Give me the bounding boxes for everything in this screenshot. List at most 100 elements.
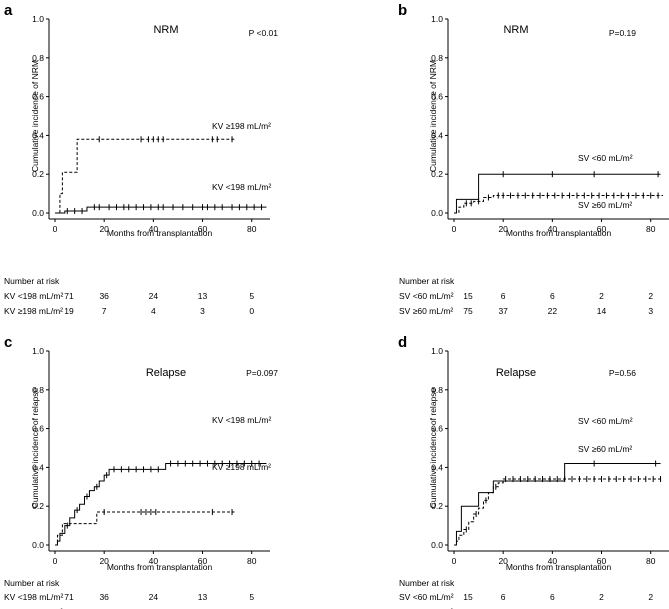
y-tick-label: 1.0 <box>431 346 443 356</box>
x-tick-label: 0 <box>53 224 58 234</box>
risk-value: 2 <box>648 592 653 602</box>
y-axis-label: Cumulative incidence of NRM <box>428 60 438 172</box>
risk-value: 2 <box>599 592 604 602</box>
series-line-2 <box>454 478 663 546</box>
x-tick-label: 40 <box>548 556 558 566</box>
series-line-1 <box>55 138 235 214</box>
risk-value: 4 <box>151 306 156 316</box>
y-tick-label: 0.6 <box>431 424 443 434</box>
y-tick-label: 0.2 <box>431 169 443 179</box>
risk-value: 6 <box>501 291 506 301</box>
risk-value: 36 <box>99 291 109 301</box>
panel-letter: a <box>4 2 13 19</box>
x-tick-label: 60 <box>597 224 607 234</box>
risk-value: 24 <box>149 291 159 301</box>
x-tick-label: 40 <box>149 224 159 234</box>
risk-value: 22 <box>548 607 558 609</box>
risk-value: 3 <box>648 306 653 316</box>
risk-table-header: Number at risk <box>4 276 60 286</box>
risk-value: 4 <box>151 607 156 609</box>
series-label-1: KV <198 mL/m² <box>212 415 271 425</box>
risk-value: 7 <box>102 306 107 316</box>
risk-value: 37 <box>498 607 508 609</box>
y-tick-label: 0.8 <box>431 385 443 395</box>
series-line-2 <box>55 511 235 546</box>
risk-value: 2 <box>599 291 604 301</box>
y-tick-label: 0.4 <box>32 130 44 140</box>
risk-value: 5 <box>249 291 254 301</box>
y-tick-label: 0.8 <box>32 53 44 63</box>
x-tick-label: 0 <box>452 556 457 566</box>
p-value: P <0.01 <box>249 28 279 38</box>
risk-row-label: SV <60 mL/m² <box>399 291 454 301</box>
series-label-1: SV <60 mL/m² <box>578 416 633 426</box>
y-tick-label: 0.0 <box>431 540 443 550</box>
risk-row-label: SV ≥60 mL/m² <box>399 306 453 316</box>
x-tick-label: 80 <box>247 556 257 566</box>
y-tick-label: 0.6 <box>32 424 44 434</box>
x-tick-label: 80 <box>646 224 656 234</box>
risk-value: 36 <box>99 592 109 602</box>
series-line-1 <box>454 463 661 546</box>
x-tick-label: 20 <box>498 556 508 566</box>
risk-table-header: Number at risk <box>399 578 455 588</box>
chart-title: Relapse <box>146 367 186 379</box>
x-axis-label: Months from transplantation <box>506 562 612 572</box>
risk-value: 14 <box>597 607 607 609</box>
risk-table-header: Number at risk <box>399 276 455 286</box>
x-axis-label: Months from transplantation <box>506 228 612 238</box>
x-axis-label: Months from transplantation <box>107 562 213 572</box>
y-tick-label: 0.4 <box>32 462 44 472</box>
risk-value: 71 <box>64 592 74 602</box>
x-tick-label: 20 <box>99 556 109 566</box>
risk-value: 75 <box>463 607 473 609</box>
x-tick-label: 20 <box>498 224 508 234</box>
y-axis-label: Cumulative incidence of relapse <box>428 387 438 508</box>
panel-letter: c <box>4 334 12 351</box>
series-line-2 <box>55 206 267 214</box>
risk-value: 24 <box>149 592 159 602</box>
panel-letter: d <box>398 334 407 351</box>
risk-value: 19 <box>64 306 74 316</box>
y-tick-label: 0.6 <box>32 92 44 102</box>
y-tick-label: 1.0 <box>431 14 443 24</box>
risk-value: 3 <box>648 607 653 609</box>
risk-table-header: Number at risk <box>4 578 60 588</box>
risk-value: 13 <box>198 291 208 301</box>
series-line-1 <box>55 463 267 546</box>
y-tick-label: 0.8 <box>431 53 443 63</box>
risk-value: 13 <box>198 592 208 602</box>
series-label-1: SV <60 mL/m² <box>578 153 633 163</box>
risk-row-label: KV <198 mL/m² <box>4 592 63 602</box>
y-tick-label: 0.2 <box>431 501 443 511</box>
x-tick-label: 40 <box>149 556 159 566</box>
y-tick-label: 1.0 <box>32 14 44 24</box>
risk-value: 22 <box>548 306 558 316</box>
risk-row-label: SV ≥60 mL/m² <box>399 607 453 609</box>
risk-value: 6 <box>501 592 506 602</box>
panel-letter: b <box>398 2 407 19</box>
x-tick-label: 0 <box>452 224 457 234</box>
y-axis-label: Cumulative incidence of relapse <box>30 387 40 508</box>
y-tick-label: 0.6 <box>431 92 443 102</box>
y-tick-label: 0.8 <box>32 385 44 395</box>
p-value: P=0.19 <box>609 28 636 38</box>
y-tick-label: 0.0 <box>32 540 44 550</box>
x-tick-label: 20 <box>99 224 109 234</box>
risk-value: 7 <box>102 607 107 609</box>
p-value: P=0.097 <box>246 368 278 378</box>
risk-value: 71 <box>64 291 74 301</box>
risk-value: 6 <box>550 592 555 602</box>
chart-title: NRM <box>153 24 178 36</box>
x-tick-label: 0 <box>53 556 58 566</box>
risk-value: 3 <box>200 306 205 316</box>
risk-value: 2 <box>648 291 653 301</box>
series-label-2: SV ≥60 mL/m² <box>578 200 632 210</box>
y-tick-label: 0.4 <box>431 130 443 140</box>
risk-value: 19 <box>64 607 74 609</box>
x-tick-label: 80 <box>247 224 257 234</box>
x-tick-label: 40 <box>548 224 558 234</box>
x-tick-label: 80 <box>646 556 656 566</box>
x-tick-label: 60 <box>198 224 208 234</box>
